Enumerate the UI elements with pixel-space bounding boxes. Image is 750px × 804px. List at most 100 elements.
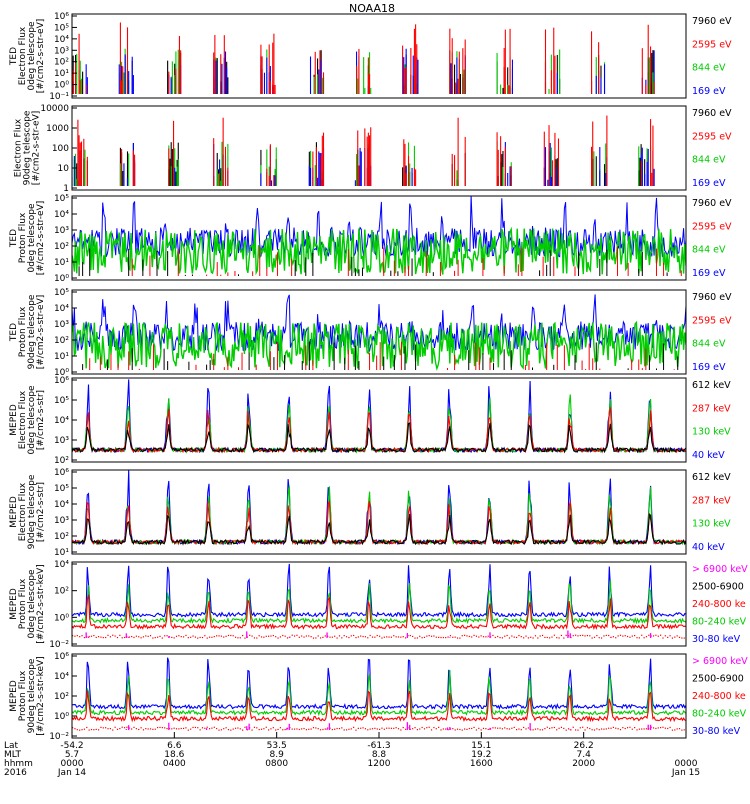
trace-mark [88,635,90,638]
trace-mark [353,726,355,728]
trace-mark [456,637,459,639]
trace-mark [402,726,404,729]
trace-mark [546,726,548,728]
trace-mark [76,729,78,731]
trace-mark [324,635,326,637]
x-tick-label: 1600 [470,759,493,769]
trace-mark [662,637,664,639]
trace-mark [275,636,277,638]
trace-mark [360,727,362,729]
trace-mark [393,635,395,637]
trace-mark [95,636,97,639]
trace-mark [537,728,539,730]
trace-mark [72,635,74,637]
trace-mark [667,636,669,638]
legend-entry: 612 keV [692,380,731,391]
trace-mark [317,635,319,637]
trace-mark [426,635,428,637]
trace-mark [674,636,676,638]
trace-mark [284,728,286,731]
trace-mark [216,635,218,637]
trace-mark [362,635,364,638]
trace-mark [513,636,515,638]
y-axis-label: 0deg telescope [27,203,37,273]
trace-mark [90,635,93,637]
x-row-label: MLT [4,750,22,760]
trace-mark [645,728,648,730]
y-tick-label: 1000 [46,124,69,134]
trace-mark [553,726,555,729]
trace-mark [475,729,478,731]
trace-mark [128,636,130,638]
trace-mark [487,635,489,637]
trace-mark [546,636,548,639]
trace-mark [343,729,345,731]
trace-mark [277,637,279,639]
trace-mark [371,728,374,730]
trace-mark [511,727,513,729]
trace-mark [681,729,683,731]
trace-mark [97,729,100,731]
trace-mark [364,728,367,730]
trace-mark [629,726,631,728]
y-tick-label: 10¹ [54,258,69,268]
trace-mark [107,634,109,636]
trace-mark [603,635,605,637]
x-tick-label: 7.4 [577,750,592,760]
trace-mark [523,726,525,729]
trace-mark [208,636,211,638]
y-tick-label: 10⁴ [54,500,69,510]
legend-entry: 2500-6900 [692,674,744,685]
trace-mark [575,634,577,636]
trace-mark [367,729,369,731]
trace-mark [145,635,147,637]
trace-mark [223,728,225,730]
trace-mark [390,727,393,729]
trace-mark [237,727,239,729]
series-line [72,563,686,619]
panel-frame [71,195,687,281]
trace-mark [551,727,553,729]
panel-8-traces [72,657,686,731]
trace-mark [624,635,626,637]
trace-mark [461,729,463,731]
trace-mark [121,726,123,728]
trace-mark [660,727,662,729]
trace-mark [381,727,383,729]
y-tick-label: 10⁶ [54,12,69,22]
legend-entry: 2595 eV [692,131,732,142]
series-line-green [72,320,686,371]
trace-mark [525,728,527,730]
trace-mark [440,729,442,731]
trace-mark [421,637,423,639]
y-tick-label: 10⁴ [54,416,69,426]
trace-mark [482,727,485,729]
trace-mark [116,728,119,730]
trace-mark [192,726,194,729]
y-tick-label: 10² [54,58,69,68]
y-tick-label: 10⁴ [54,672,69,682]
y-tick-label: 10⁰ [54,712,69,722]
trace-mark [244,637,246,639]
series-line [72,394,686,454]
trace-mark [459,637,461,639]
trace-mark [102,727,104,729]
y-tick-label: 10² [54,242,69,252]
trace-mark [603,728,605,730]
trace-mark [187,729,189,731]
legend-entry: 844 eV [692,245,726,256]
trace-mark [166,635,168,637]
y-tick-label: 10⁴ [54,304,69,314]
trace-mark [671,729,674,731]
trace-mark [116,636,119,639]
trace-mark [459,728,461,731]
trace-mark [149,728,152,730]
panel-frame [71,289,687,375]
trace-mark [669,635,671,637]
x-tick-label: -54.2 [60,741,83,751]
trace-mark [164,727,166,729]
trace-mark [683,637,685,639]
trace-mark [397,636,400,638]
